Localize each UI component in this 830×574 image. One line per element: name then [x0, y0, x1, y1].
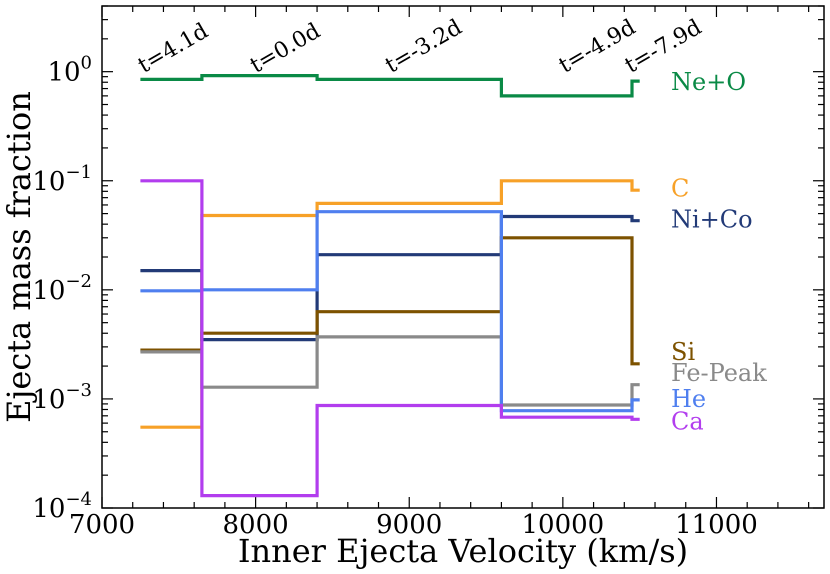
- series-fe-peak: [140, 335, 640, 407]
- series-ca: [140, 179, 640, 498]
- x-tick-label: 8000: [223, 510, 289, 540]
- series-group: [140, 74, 640, 498]
- x-tick-label: 9000: [376, 510, 442, 540]
- x-tick-label: 7000: [69, 510, 135, 540]
- x-tick-label: 11000: [675, 510, 758, 540]
- axis-ticks: 7000 8000 9000 10000 11000 10−4 10−3 10−2 10−1 10…: [32, 5, 824, 540]
- y-tick-label: 10−3: [32, 380, 92, 415]
- y-axis-title: Ejecta mass fraction: [0, 91, 38, 423]
- series-ni-co: [140, 214, 640, 342]
- legend-ne-o: Ne+O: [671, 68, 746, 96]
- epoch-label: t=4.1d: [134, 19, 213, 79]
- series-si: [140, 236, 640, 366]
- epoch-labels: t=4.1d t=0.0d t=-3.2d t=-4.9dt=-7.9d: [134, 15, 706, 79]
- epoch-label: t=0.0d: [246, 19, 325, 79]
- x-tick-label: 10000: [521, 510, 604, 540]
- y-tick-label: 10−4: [32, 489, 92, 524]
- series-ne-o: [140, 74, 640, 98]
- legend-si: Si: [671, 338, 695, 366]
- y-tick-label: 10−1: [32, 162, 92, 197]
- epoch-label: t=-3.2d: [381, 15, 466, 79]
- y-tick-label: 10−2: [32, 271, 92, 306]
- legend-he: He: [671, 385, 706, 413]
- y-tick-label: 100: [47, 53, 92, 88]
- legend-ni-co: Ni+Co: [671, 206, 753, 234]
- x-axis-title: Inner Ejecta Velocity (km/s): [238, 532, 688, 570]
- legend-fe-peak: Fe-Peak: [671, 359, 767, 387]
- legend-c: C: [671, 174, 689, 202]
- legend-ca: Ca: [671, 408, 704, 436]
